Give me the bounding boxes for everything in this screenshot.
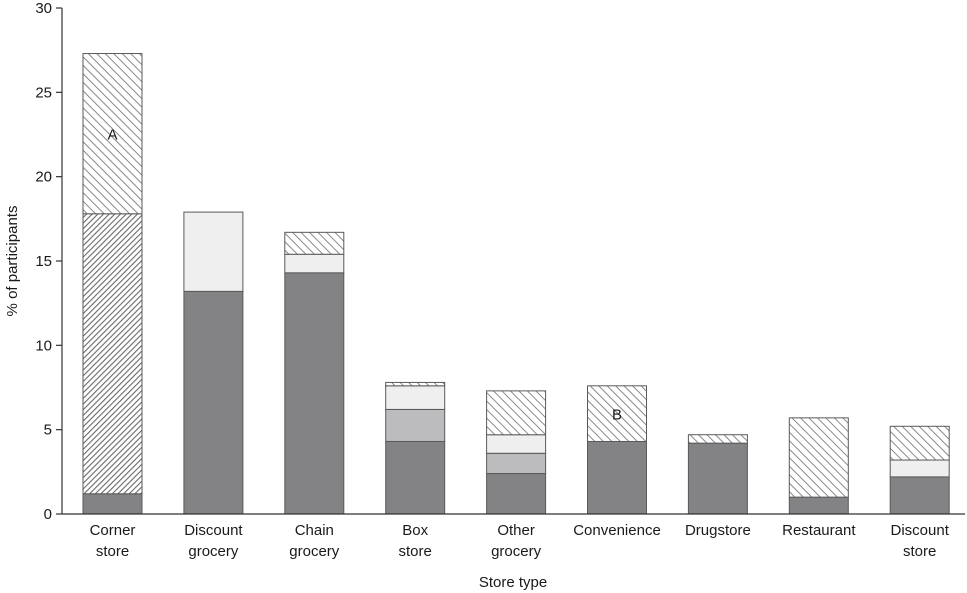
bar-segment-diagonal-hatch (486, 390, 547, 436)
bar-segment-medium-gray (385, 408, 446, 442)
y-tick-label: 5 (44, 422, 52, 439)
bar-segment-diagonal-hatch (788, 417, 849, 498)
bar-segment-light-gray (889, 459, 950, 478)
x-tick-label-line: grocery (289, 543, 340, 560)
y-tick-label: 30 (35, 0, 52, 17)
y-tick-label: 20 (35, 169, 52, 186)
x-tick-label-line: Chain (295, 522, 334, 539)
bar-segment-diagonal-hatch (385, 381, 446, 387)
x-tick-label-line: Discount (184, 522, 243, 539)
bar-segment-diagonal-hatch (889, 425, 950, 461)
y-ticks: 0 5 10 15 20 25 30 (35, 0, 62, 523)
x-tick-label: Box store (399, 522, 432, 560)
x-tick-label-line: Drugstore (685, 522, 751, 539)
bar-stack (284, 231, 345, 515)
bar-stack (385, 381, 446, 515)
bar-segment-dense-back-hatch (82, 213, 143, 495)
bar-segment-light-gray (486, 434, 547, 454)
annotations: AB (107, 127, 622, 424)
x-tick-label-line: Box (402, 522, 428, 539)
bar-stack (183, 211, 244, 515)
bar-stack (82, 53, 143, 515)
bar-segment-light-gray (284, 253, 345, 274)
bar-segment-light-gray (385, 385, 446, 410)
x-tick-label-line: store (96, 543, 129, 560)
bar-segment-dark-gray (788, 496, 849, 515)
bar-segment-dark-gray (687, 442, 748, 515)
bar-segment-diagonal-hatch (284, 231, 345, 255)
bar-stack (889, 425, 950, 515)
bars-layer (82, 53, 950, 515)
y-tick-label: 10 (35, 337, 52, 354)
bar-stack (486, 390, 547, 515)
bar-segment-dark-gray (82, 493, 143, 515)
category-labels: Corner store Discount grocery Chain grocery Bo… (90, 522, 950, 560)
x-tick-label: Restaurant (782, 522, 856, 539)
bar-stack (687, 434, 748, 515)
x-tick-label-line: grocery (491, 543, 542, 560)
x-tick-label: Discount grocery (184, 522, 243, 560)
bar-stack (587, 385, 647, 515)
x-tick-label: Other grocery (491, 522, 542, 560)
bar-segment-diagonal-hatch (587, 385, 647, 442)
bar-segment-diagonal-hatch (687, 434, 748, 444)
y-tick-label: 15 (35, 253, 52, 270)
bar-annotation: B (612, 406, 622, 423)
bar-stack (788, 417, 849, 515)
bar-annotation: A (107, 127, 117, 144)
x-tick-label-line: store (399, 543, 432, 560)
x-tick-label-line: Convenience (573, 522, 661, 539)
bar-segment-medium-gray (486, 452, 547, 475)
x-axis-title: Store type (479, 574, 547, 591)
x-tick-label: Convenience (573, 522, 661, 539)
y-tick-label: 0 (44, 506, 52, 523)
x-tick-label: Discount store (891, 522, 950, 560)
bar-segment-dark-gray (587, 440, 647, 515)
bar-segment-diagonal-hatch (82, 53, 143, 215)
bar-segment-light-gray (183, 211, 244, 292)
y-tick-label: 25 (35, 84, 52, 101)
y-axis-title: % of participants (4, 206, 21, 317)
x-tick-label: Chain grocery (289, 522, 340, 560)
x-tick-label-line: Discount (891, 522, 950, 539)
x-tick-label-line: grocery (188, 543, 239, 560)
x-tick-label-line: Corner (90, 522, 136, 539)
bar-segment-dark-gray (486, 473, 547, 515)
x-tick-label-line: store (903, 543, 936, 560)
x-tick-label-line: Other (497, 522, 535, 539)
x-tick-label: Corner store (90, 522, 136, 560)
x-tick-label: Drugstore (685, 522, 751, 539)
bar-segment-dark-gray (385, 440, 446, 515)
x-tick-label-line: Restaurant (782, 522, 856, 539)
bar-segment-dark-gray (889, 476, 950, 515)
bar-segment-dark-gray (284, 272, 345, 515)
bar-segment-dark-gray (183, 290, 244, 515)
